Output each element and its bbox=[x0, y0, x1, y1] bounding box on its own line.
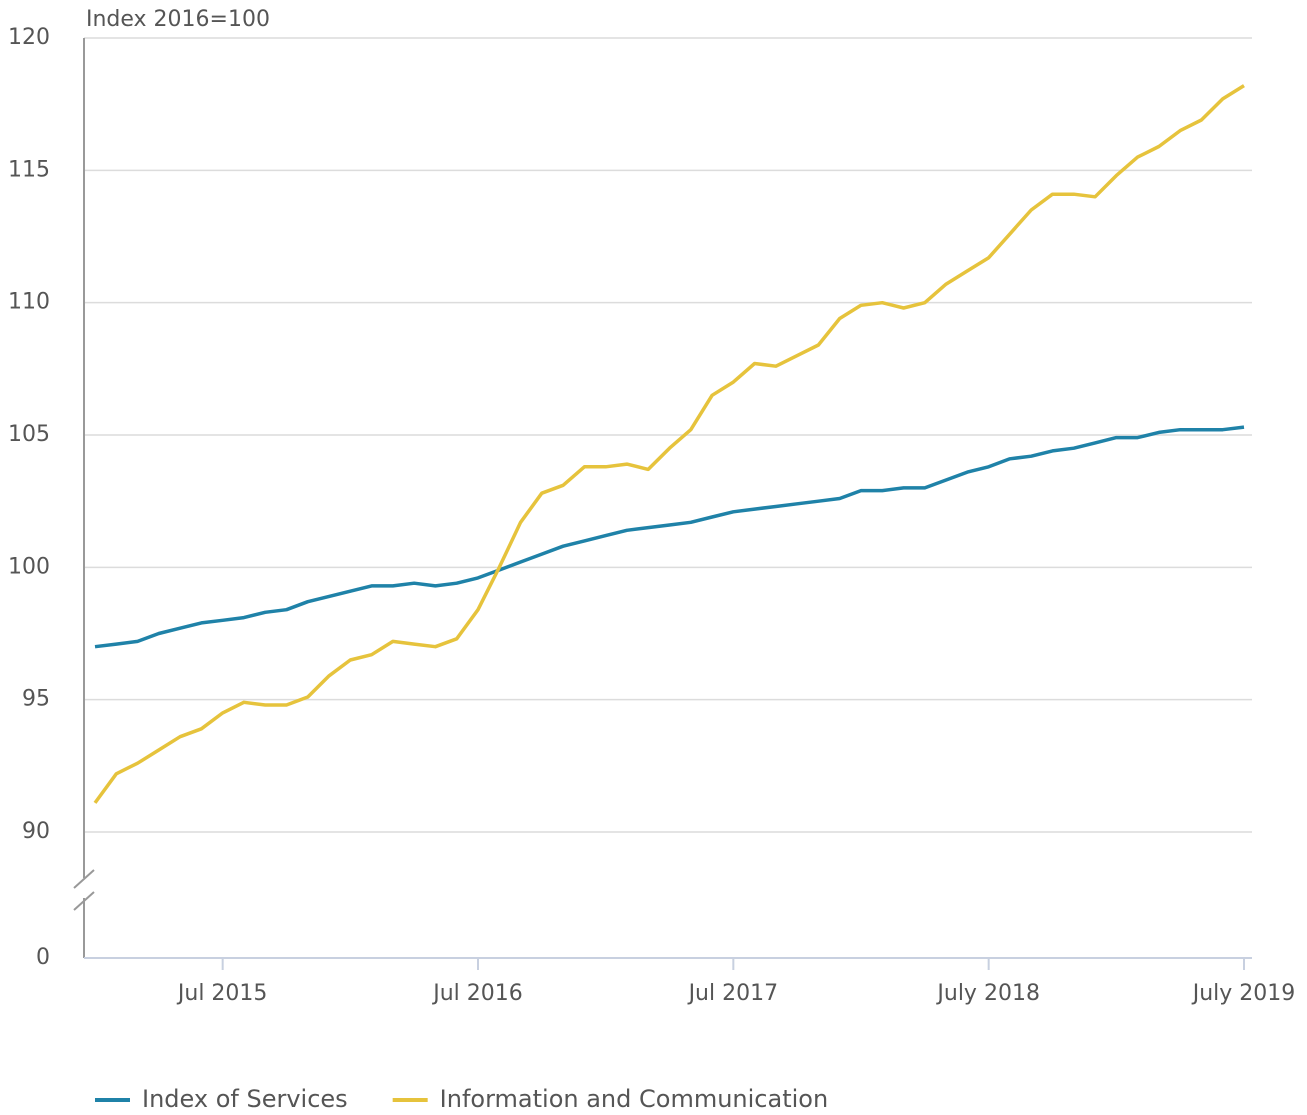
y-tick-label: 0 bbox=[36, 945, 50, 970]
x-tick-label: Jul 2017 bbox=[687, 981, 779, 1006]
y-tick-label: 115 bbox=[8, 157, 50, 182]
x-tick-label: July 2019 bbox=[1191, 981, 1296, 1006]
series-line bbox=[93, 84, 1245, 804]
x-tick-label: Jul 2016 bbox=[431, 981, 523, 1006]
series-line bbox=[94, 425, 1245, 649]
y-axis-label: Index 2016=100 bbox=[86, 7, 270, 32]
y-tick-label: 120 bbox=[8, 25, 50, 50]
axis-break bbox=[73, 891, 95, 911]
y-tick-label: 105 bbox=[8, 422, 50, 447]
x-tick-label: July 2018 bbox=[935, 981, 1040, 1006]
x-tick-label: Jul 2015 bbox=[176, 981, 268, 1006]
y-tick-label: 110 bbox=[8, 290, 50, 315]
legend-label: Index of Services bbox=[142, 1085, 348, 1113]
y-tick-label: 95 bbox=[22, 687, 50, 712]
axis-break bbox=[73, 869, 95, 889]
legend-label: Information and Communication bbox=[440, 1085, 829, 1113]
y-tick-label: 100 bbox=[8, 554, 50, 579]
y-tick-label: 90 bbox=[22, 819, 50, 844]
